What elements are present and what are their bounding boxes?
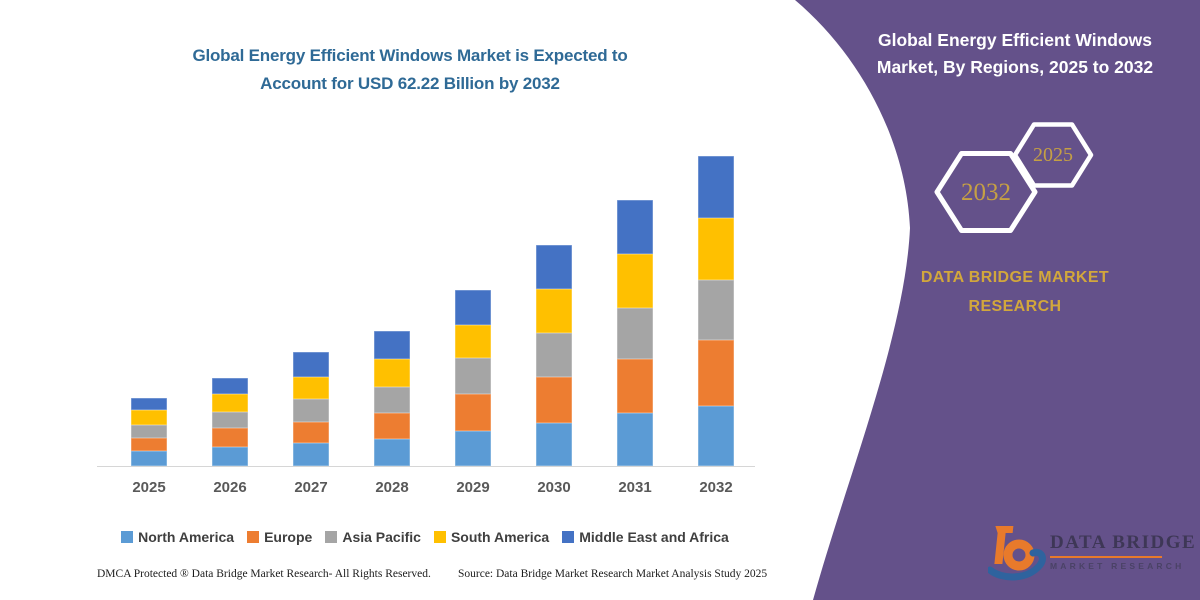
bar-segment: [617, 200, 653, 254]
chart-title: Global Energy Efficient Windows Market i…: [70, 42, 750, 98]
legend-swatch-icon: [325, 531, 338, 543]
x-axis-tick-label: 2027: [294, 479, 328, 496]
legend-swatch-icon: [247, 531, 260, 543]
bar-segment: [698, 406, 734, 466]
legend-label: North America: [138, 529, 235, 545]
legend-label: Asia Pacific: [342, 529, 421, 545]
bar-segment: [536, 423, 572, 466]
data-bridge-logo: DATA BRIDGE MARKET RESEARCH: [988, 520, 1195, 582]
hexagon-2032: [934, 151, 1038, 233]
logo-name: DATA BRIDGE: [1050, 532, 1197, 553]
bar-segment: [293, 443, 329, 466]
brand-wordmark-center: DATA BRIDGE MARKET RESEARCH: [845, 263, 1185, 321]
stacked-bar-2032: [698, 156, 734, 466]
chart-title-line1: Global Energy Efficient Windows Market i…: [192, 46, 628, 65]
bar-segment: [293, 421, 329, 444]
bar-segment: [293, 398, 329, 422]
purple-panel-shape: [795, 0, 1200, 600]
bar-segment: [374, 359, 410, 388]
bar-segment: [698, 340, 734, 407]
bar-segment: [617, 359, 653, 414]
stacked-bar-2028: [374, 330, 410, 466]
bar-segment: [212, 377, 248, 395]
legend-item: North America: [121, 529, 234, 545]
legend-label: South America: [450, 529, 550, 545]
x-axis-tick-label: 2025: [132, 479, 166, 496]
bar-segment: [455, 358, 491, 395]
stacked-bar-2027: [293, 352, 329, 466]
hexagon-2025: [1012, 122, 1094, 188]
bar-segment: [131, 438, 167, 452]
stacked-bar-2025: [131, 398, 167, 466]
dmca-notice: DMCA Protected ® Data Bridge Market Rese…: [97, 568, 431, 580]
data-bridge-logo-text: DATA BRIDGE MARKET RESEARCH: [1050, 532, 1196, 571]
bar-segment: [131, 425, 167, 439]
stacked-bar-2030: [536, 245, 572, 466]
bar-segment: [374, 387, 410, 414]
logo-tagline: MARKET RESEARCH: [1050, 561, 1185, 571]
bar-segment: [536, 332, 572, 378]
bar-segment: [455, 394, 491, 432]
bar-segment: [455, 289, 491, 326]
bar-segment: [212, 428, 248, 448]
bar-segment: [131, 451, 167, 466]
bar-segment: [536, 288, 572, 333]
bar-segment: [617, 307, 653, 360]
bar-segment: [617, 413, 653, 466]
legend-item: South America: [433, 529, 550, 545]
panel-title: Global Energy Efficient Windows Market, …: [840, 27, 1190, 81]
legend-swatch-icon: [433, 531, 446, 543]
bar-segment: [131, 410, 167, 426]
legend-label: Europe: [264, 529, 313, 545]
bar-segment: [617, 253, 653, 308]
bar-segment: [374, 330, 410, 360]
data-bridge-logo-icon: [988, 526, 1046, 581]
stacked-bar-2029: [455, 289, 491, 466]
x-axis-tick-label: 2032: [699, 479, 733, 496]
x-axis-tick-label: 2030: [537, 479, 571, 496]
bar-segment: [212, 412, 248, 429]
legend-label: Middle East and Africa: [579, 529, 729, 545]
legend-item: Middle East and Africa: [562, 529, 729, 545]
legend-item: Europe: [247, 529, 312, 545]
source-note: Source: Data Bridge Market Research Mark…: [458, 568, 768, 580]
legend-swatch-icon: [562, 531, 575, 543]
bar-segment: [212, 447, 248, 466]
panel-title-line2: Market, By Regions, 2025 to 2032: [876, 57, 1154, 77]
logo-underline: [1050, 556, 1162, 558]
chart-title-line2: Account for USD 62.22 Billion by 2032: [260, 74, 560, 93]
bar-segment: [698, 280, 734, 341]
legend-item: Asia Pacific: [325, 529, 421, 545]
bar-segment: [455, 431, 491, 466]
bar-segment: [698, 218, 734, 281]
brand-wordmark-line2: RESEARCH: [968, 298, 1062, 315]
bar-segment: [131, 398, 167, 411]
x-axis-line: [97, 466, 755, 467]
bar-segment: [212, 394, 248, 413]
x-axis-tick-label: 2026: [213, 479, 247, 496]
stacked-bar-2031: [617, 200, 653, 466]
bar-segment: [698, 156, 734, 219]
bar-segment: [374, 413, 410, 440]
brand-wordmark-line1: DATA BRIDGE MARKET: [920, 269, 1110, 286]
stacked-bar-2026: [212, 377, 248, 466]
x-axis-tick-label: 2031: [618, 479, 652, 496]
bar-segment: [536, 377, 572, 424]
hexagon-2025-label: 2025: [1033, 144, 1073, 166]
panel-title-line1: Global Energy Efficient Windows: [877, 30, 1153, 50]
bar-segment: [293, 352, 329, 377]
legend-swatch-icon: [121, 531, 134, 543]
bar-segment: [293, 376, 329, 399]
chart-legend: North America Europe Asia Pacific South Ame…: [80, 529, 770, 545]
bar-segment: [455, 325, 491, 359]
bar-segment: [374, 439, 410, 466]
hexagon-2032-label: 2032: [961, 179, 1011, 206]
x-axis-tick-label: 2028: [375, 479, 409, 496]
bar-segment: [536, 245, 572, 289]
x-axis-tick-label: 2029: [456, 479, 490, 496]
